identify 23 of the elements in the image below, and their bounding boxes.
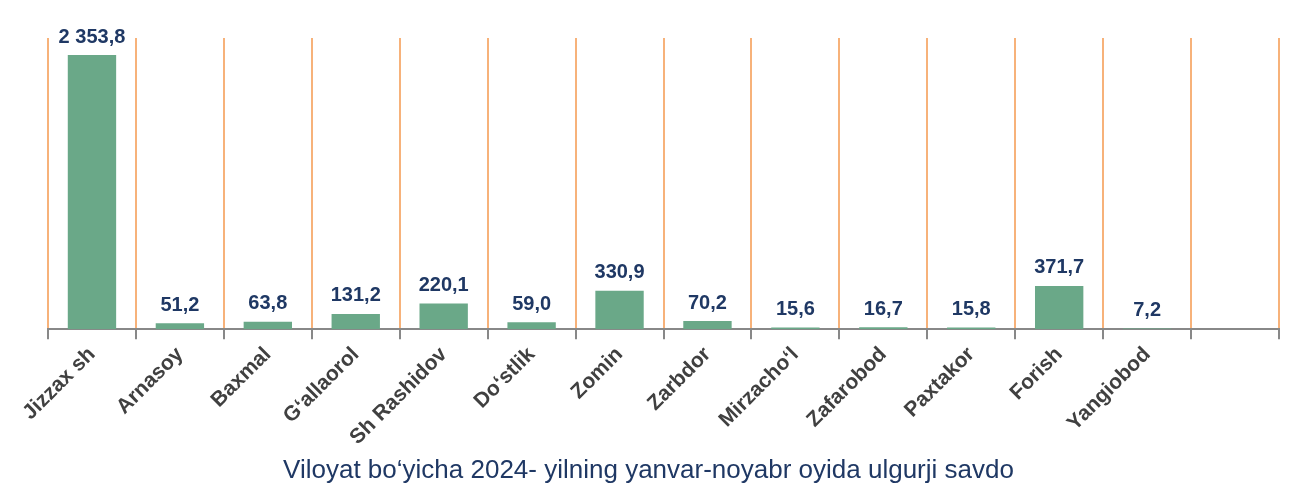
- data-label: 51,2: [160, 292, 200, 315]
- data-label: 131,2: [330, 283, 381, 306]
- bar: [331, 313, 380, 330]
- bar: [419, 303, 468, 330]
- text: Viloyat bo‘yicha 2024- yilning yanvar-noyabr oyida ulgurji savdo: [282, 453, 1015, 485]
- bar: [683, 321, 732, 330]
- data-label: 16,7: [863, 296, 903, 319]
- data-label: 63,8: [248, 291, 288, 314]
- data-label: 220,1: [418, 273, 469, 296]
- bar: [155, 323, 205, 330]
- data-label: 15,6: [775, 296, 815, 319]
- bar: [243, 321, 292, 330]
- data-label: 2 353,8: [58, 24, 126, 47]
- data-label: 371,7: [1034, 255, 1085, 278]
- data-label: 59,0: [512, 291, 552, 314]
- bar: [67, 55, 117, 330]
- bar: [595, 290, 644, 330]
- data-label: 70,2: [688, 290, 727, 313]
- data-label: 7,2: [1133, 297, 1162, 320]
- data-label: 15,8: [951, 296, 991, 319]
- bar: [507, 322, 556, 330]
- data-label: 330,9: [594, 260, 645, 283]
- bar: [1035, 285, 1084, 330]
